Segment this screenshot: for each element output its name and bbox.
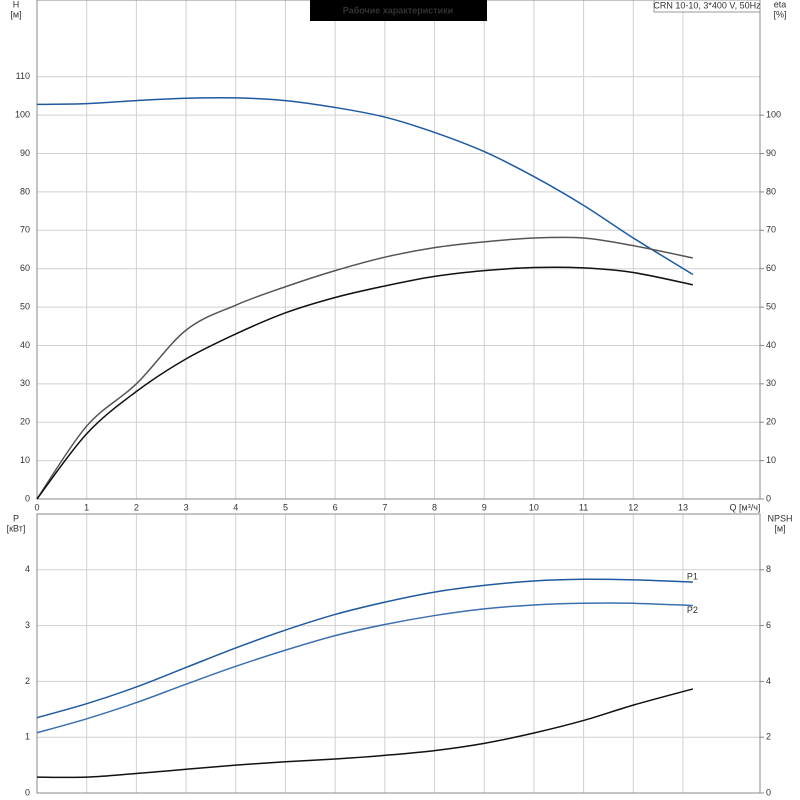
y2-tick-label: 80 xyxy=(766,186,776,196)
y-tick-label: 100 xyxy=(15,110,30,120)
x-tick-label: 12 xyxy=(628,502,638,512)
series-label: P2 xyxy=(687,605,698,615)
y-tick-label: 0 xyxy=(25,493,30,503)
y-tick-label: 1 xyxy=(25,732,30,742)
x-tick-label: 6 xyxy=(333,502,338,512)
x-tick-label: 9 xyxy=(482,502,487,512)
x-tick-label: 5 xyxy=(283,502,288,512)
y-tick-label: 4 xyxy=(25,564,30,574)
plot-frame xyxy=(36,0,761,500)
y-tick-label: 80 xyxy=(20,186,30,196)
x-tick-label: 7 xyxy=(382,502,387,512)
series-line xyxy=(36,266,694,500)
y-axis-label: H xyxy=(13,0,20,9)
y-axis-label: [м] xyxy=(10,9,21,19)
series-line xyxy=(36,236,694,500)
y2-tick-label: 10 xyxy=(766,455,776,465)
chart-subtitle: CRN 10-10, 3*400 V, 50Hz xyxy=(653,0,761,10)
y2-tick-label: 30 xyxy=(766,378,776,388)
y2-axis-label: [м] xyxy=(774,523,785,533)
series-line xyxy=(36,578,693,719)
x-tick-label: 0 xyxy=(34,502,39,512)
y2-tick-label: 70 xyxy=(766,225,776,235)
x-tick-label: 11 xyxy=(579,502,588,512)
y-tick-label: 50 xyxy=(20,301,30,311)
y2-tick-label: 40 xyxy=(766,340,776,350)
x-tick-label: 8 xyxy=(432,502,437,512)
chart-title: Рабочие характеристики xyxy=(343,5,453,15)
x-tick-label: 10 xyxy=(529,502,539,512)
y-tick-label: 3 xyxy=(25,620,30,630)
y2-tick-label: 8 xyxy=(766,564,771,574)
series-line xyxy=(36,688,694,779)
y2-tick-label: 60 xyxy=(766,263,776,273)
y-tick-label: 30 xyxy=(20,378,30,388)
y2-tick-label: 0 xyxy=(766,787,771,797)
x-tick-label: 3 xyxy=(184,502,189,512)
y2-tick-label: 50 xyxy=(766,301,776,311)
x-tick-label: 13 xyxy=(678,502,688,512)
x-tick-label: 2 xyxy=(134,502,139,512)
info-box xyxy=(653,0,761,13)
y2-axis-label: eta xyxy=(774,0,787,9)
series-line xyxy=(36,602,693,734)
y-axis-label: [кВт] xyxy=(7,523,26,533)
y2-tick-label: 100 xyxy=(766,110,781,120)
y2-tick-label: 20 xyxy=(766,417,776,427)
y-tick-label: 60 xyxy=(20,263,30,273)
series-line xyxy=(36,96,694,276)
y2-tick-label: 4 xyxy=(766,676,771,686)
plot-frame xyxy=(36,513,761,794)
y2-tick-label: 90 xyxy=(766,148,776,158)
y-tick-label: 70 xyxy=(20,225,30,235)
y-tick-label: 2 xyxy=(25,676,30,686)
y2-axis-label: NPSH xyxy=(767,513,792,523)
x-tick-label: 4 xyxy=(233,502,238,512)
y-tick-label: 40 xyxy=(20,340,30,350)
y2-tick-label: 2 xyxy=(766,732,771,742)
y-axis-label: P xyxy=(13,513,19,523)
y-tick-label: 110 xyxy=(16,71,30,81)
x-axis-label: Q [м³/ч] xyxy=(730,502,761,512)
y-tick-label: 20 xyxy=(20,417,30,427)
x-tick-label: 1 xyxy=(84,502,89,512)
y-tick-label: 0 xyxy=(25,787,30,797)
y2-axis-label: [%] xyxy=(773,9,786,19)
y-tick-label: 10 xyxy=(20,455,30,465)
series-label: P1 xyxy=(687,571,698,581)
title-box xyxy=(310,0,487,21)
y2-tick-label: 0 xyxy=(766,493,771,503)
y2-tick-label: 6 xyxy=(766,620,771,630)
y-tick-label: 90 xyxy=(20,148,30,158)
